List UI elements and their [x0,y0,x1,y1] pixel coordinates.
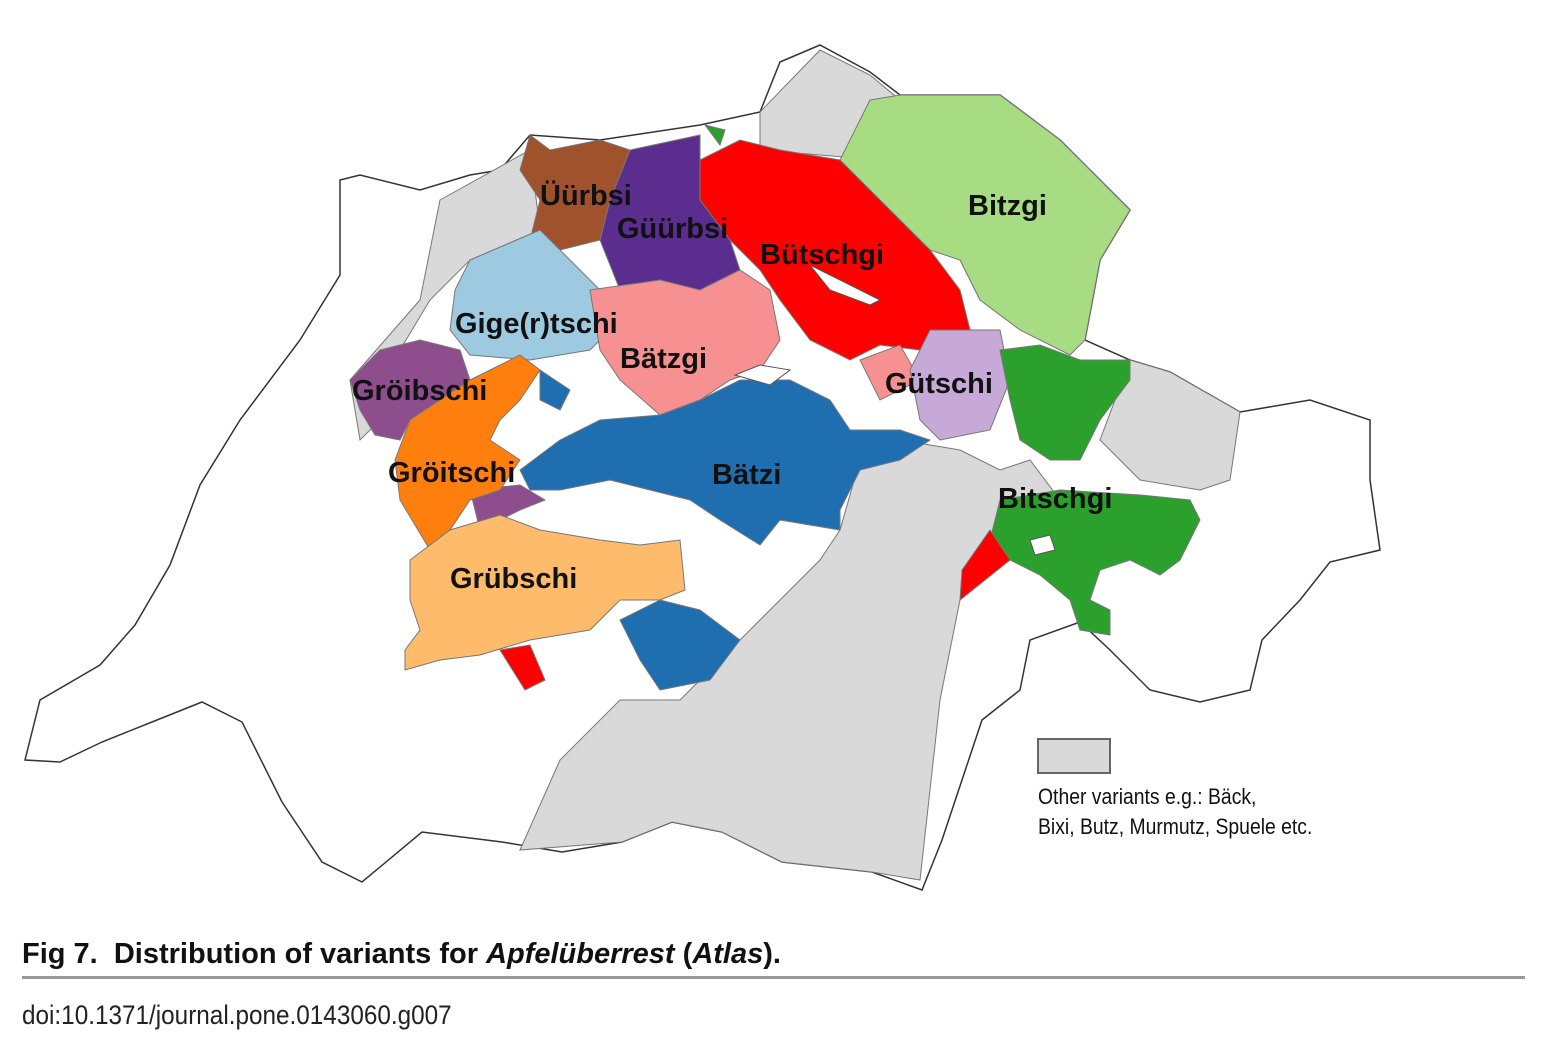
legend-line: Other variants e.g.: Bäck, [1038,784,1257,809]
region-butschgi-south [499,529,1011,691]
caption-divider [22,976,1525,979]
region-batzi [519,369,932,691]
region-gigertschi [449,229,611,361]
region-gutschi [909,329,1011,441]
region-label: Grübschi [450,563,577,595]
caption-prefix: Fig 7. [22,938,98,970]
legend-text: Other variants e.g.: Bäck, Bixi, Butz, M… [1038,782,1312,842]
caption-term: Apfelüberrest [486,938,675,970]
region-label: Gige(r)tschi [455,308,618,340]
switzerland-map: Üürbsi Güürbsi Bütschgi Bitzgi Gige(r)ts… [24,44,1381,891]
caption-source: Atlas [692,938,764,970]
region-label: Bätzi [712,459,781,491]
region-label: Bitzgi [968,190,1047,222]
region-label: Güürbsi [617,213,728,245]
lake [733,264,1056,556]
region-groitschi [394,354,541,551]
region-label: Gröibschi [352,375,487,407]
legend-line: Bixi, Butz, Murmutz, Spuele etc. [1038,814,1313,839]
region-bitschgi [703,124,1201,636]
region-label: Bütschgi [760,239,884,271]
figure-caption: Fig 7. Distribution of variants for Apfe… [22,938,781,970]
region-uurbsi [519,134,631,251]
region-label: Bätzgi [620,343,707,375]
caption-text: Distribution of variants for [113,938,487,970]
region-label: Gröitschi [388,457,515,489]
region-grubschi [404,514,686,671]
legend-swatch-other [1037,738,1111,774]
region-label: Üürbsi [540,179,632,212]
region-label: Bitschgi [998,483,1112,515]
doi: doi:10.1371/journal.pone.0143060.g007 [22,1000,452,1030]
region-label: Gütschi [885,368,993,400]
